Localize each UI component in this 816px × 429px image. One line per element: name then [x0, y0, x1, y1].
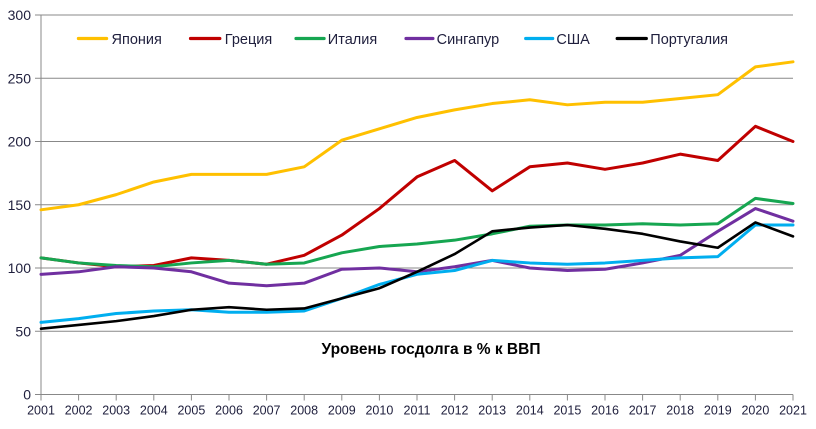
svg-text:США: США [556, 32, 590, 48]
svg-text:2013: 2013 [478, 404, 506, 418]
svg-text:2017: 2017 [629, 404, 657, 418]
svg-text:Португалия: Португалия [650, 32, 728, 48]
svg-text:2015: 2015 [553, 404, 581, 418]
svg-text:Уровень госдолга в % к ВВП: Уровень госдолга в % к ВВП [322, 341, 541, 358]
svg-text:2002: 2002 [65, 404, 93, 418]
svg-text:200: 200 [8, 134, 32, 150]
svg-text:300: 300 [8, 7, 32, 23]
svg-text:100: 100 [8, 260, 32, 276]
svg-text:2003: 2003 [102, 404, 130, 418]
svg-text:2021: 2021 [779, 404, 807, 418]
svg-text:50: 50 [15, 323, 31, 339]
svg-text:2006: 2006 [215, 404, 243, 418]
svg-text:2012: 2012 [441, 404, 469, 418]
svg-text:2010: 2010 [365, 404, 393, 418]
svg-text:2009: 2009 [328, 404, 356, 418]
svg-text:Сингапур: Сингапур [437, 32, 500, 48]
svg-text:2004: 2004 [140, 404, 168, 418]
svg-text:2019: 2019 [704, 404, 732, 418]
svg-text:2020: 2020 [741, 404, 769, 418]
svg-text:2007: 2007 [253, 404, 281, 418]
svg-text:Япония: Япония [112, 32, 162, 48]
svg-text:2014: 2014 [516, 404, 544, 418]
svg-text:Италия: Италия [328, 32, 377, 48]
svg-text:Греция: Греция [225, 32, 272, 48]
svg-text:0: 0 [23, 387, 31, 403]
svg-text:250: 250 [8, 70, 32, 86]
svg-text:2011: 2011 [404, 404, 431, 418]
svg-text:2005: 2005 [177, 404, 205, 418]
svg-text:2008: 2008 [290, 404, 318, 418]
svg-text:2001: 2001 [27, 404, 55, 418]
svg-text:2016: 2016 [591, 404, 619, 418]
svg-text:150: 150 [8, 197, 32, 213]
svg-text:2018: 2018 [666, 404, 694, 418]
